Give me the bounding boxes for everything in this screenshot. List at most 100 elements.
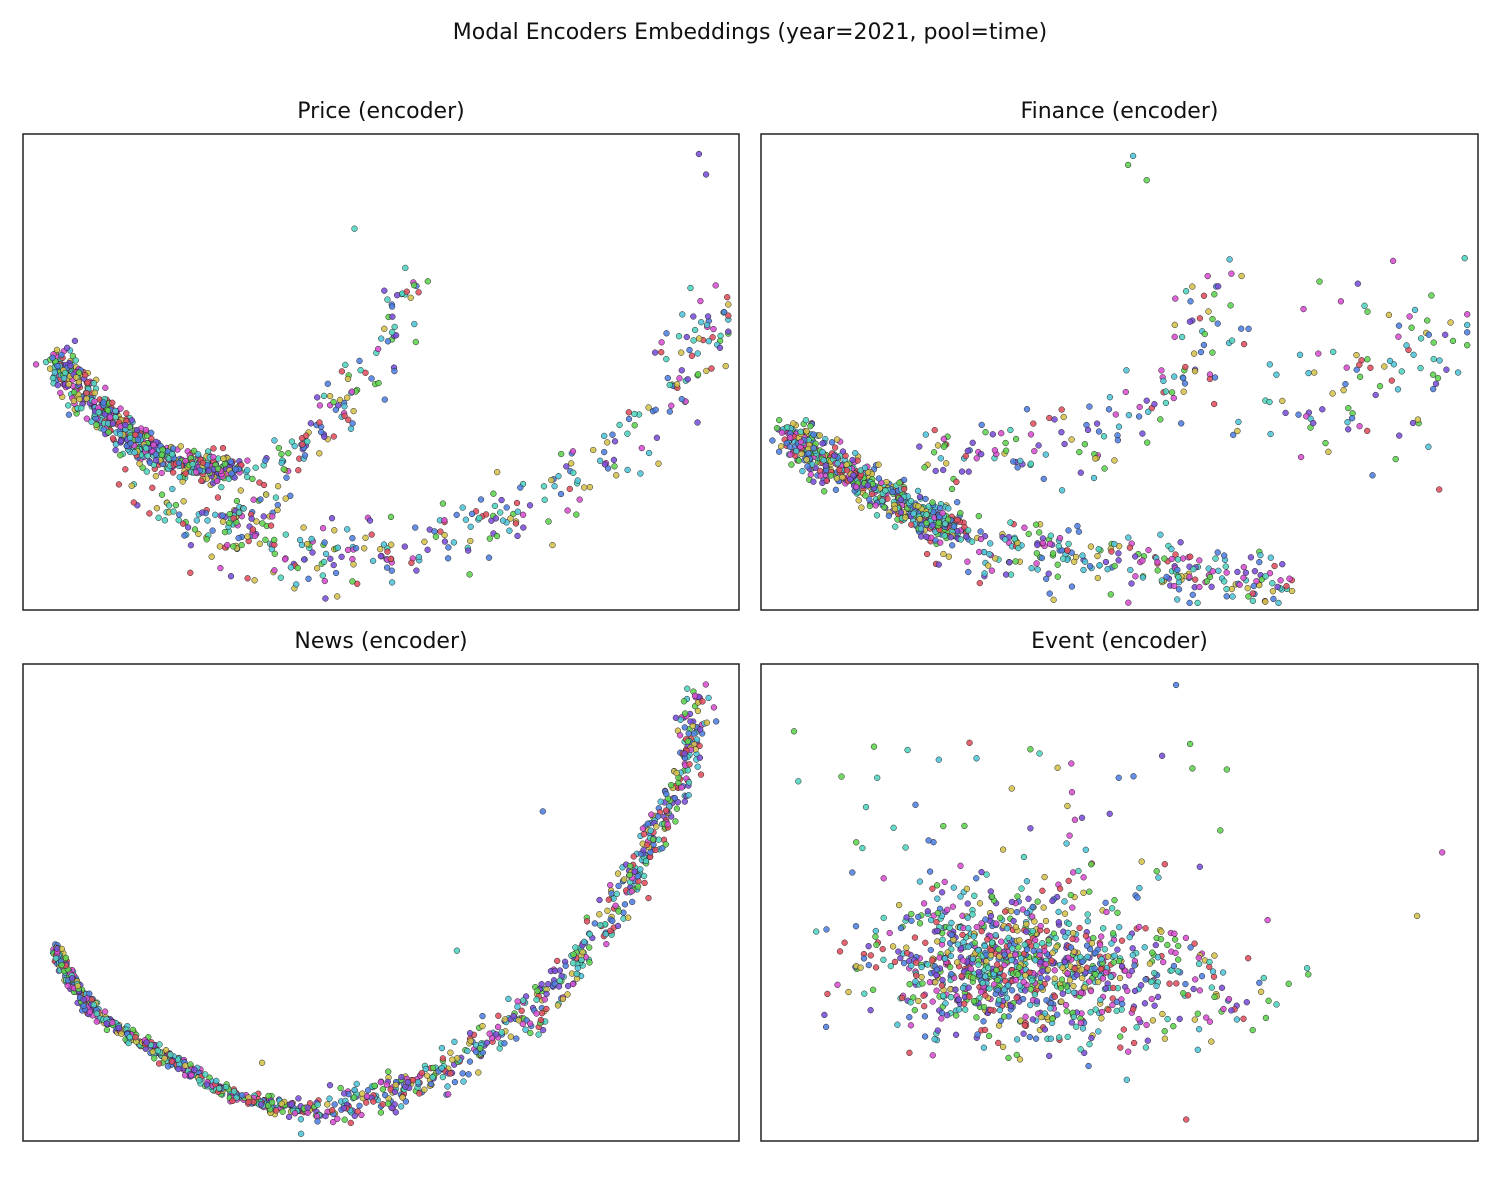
data-point: [1322, 439, 1329, 447]
data-point: [820, 457, 827, 464]
data-point: [1013, 908, 1021, 916]
data-point: [1021, 524, 1028, 531]
data-point: [1129, 945, 1136, 952]
data-point: [1148, 978, 1155, 986]
data-point: [1195, 960, 1203, 968]
data-point: [555, 473, 562, 480]
data-point: [1013, 1051, 1020, 1059]
data-point: [1075, 528, 1083, 535]
data-point: [933, 918, 940, 926]
data-point: [65, 381, 72, 388]
data-point: [570, 951, 577, 958]
data-point: [352, 545, 360, 552]
data-point: [156, 1041, 163, 1048]
data-point: [1126, 934, 1133, 941]
data-point: [977, 535, 985, 543]
data-point: [932, 979, 939, 986]
data-point: [1068, 1019, 1075, 1026]
data-point: [914, 487, 922, 495]
data-point: [175, 517, 182, 524]
data-point: [64, 982, 71, 989]
data-point: [1176, 1015, 1183, 1023]
data-point: [538, 1010, 546, 1017]
data-point: [505, 995, 512, 1003]
data-point: [1200, 292, 1208, 299]
data-point: [265, 1092, 272, 1100]
data-point: [1139, 557, 1146, 564]
data-point: [1004, 925, 1011, 932]
data-point: [1269, 588, 1277, 595]
data-point: [1197, 348, 1205, 356]
data-point: [468, 510, 476, 518]
data-point: [703, 367, 710, 375]
data-point: [597, 922, 604, 929]
data-point: [1122, 388, 1129, 396]
data-point: [1182, 934, 1190, 942]
data-point: [923, 519, 930, 527]
data-point: [1221, 552, 1228, 559]
data-point: [1223, 569, 1230, 576]
data-point: [1088, 940, 1096, 947]
data-point: [1083, 942, 1091, 949]
data-point: [143, 1039, 150, 1046]
data-point: [1102, 899, 1109, 906]
data-point: [1034, 566, 1041, 573]
data-point: [961, 1000, 968, 1007]
data-point: [1034, 898, 1041, 905]
data-point: [1078, 814, 1086, 821]
data-point: [1028, 565, 1035, 572]
data-point: [586, 931, 593, 938]
data-point: [1049, 949, 1056, 957]
data-point: [1022, 1013, 1029, 1020]
data-point: [257, 1101, 265, 1108]
data-point: [288, 438, 296, 445]
data-point: [412, 338, 419, 346]
data-point: [852, 449, 859, 457]
data-point: [507, 1033, 514, 1040]
data-point: [1206, 1018, 1214, 1025]
data-point: [316, 450, 323, 457]
data-point: [1217, 827, 1224, 834]
data-point: [221, 528, 229, 536]
data-point: [229, 1097, 236, 1105]
data-point: [1015, 544, 1022, 552]
data-point: [1396, 432, 1403, 439]
data-point: [57, 389, 64, 397]
data-point: [1269, 580, 1276, 587]
data-point: [80, 996, 87, 1003]
data-point: [1413, 912, 1421, 920]
panel-price: [22, 133, 740, 611]
data-point: [316, 402, 324, 409]
data-point: [399, 1094, 406, 1101]
data-point: [1125, 411, 1133, 419]
data-point: [1075, 867, 1082, 875]
data-point: [1058, 429, 1065, 436]
data-point: [965, 527, 972, 534]
data-point: [539, 1026, 547, 1034]
data-point: [1047, 1005, 1054, 1012]
data-point: [510, 1012, 517, 1020]
data-point: [703, 321, 711, 329]
data-point: [795, 778, 802, 785]
data-point: [1068, 789, 1076, 796]
data-point: [175, 459, 183, 467]
data-point: [869, 986, 877, 993]
data-point: [1414, 416, 1422, 423]
data-point: [334, 593, 341, 600]
data-point: [1364, 427, 1371, 435]
data-point: [1060, 413, 1067, 421]
data-point: [966, 739, 973, 746]
data-point: [1036, 529, 1043, 536]
data-point: [533, 1010, 540, 1017]
data-point: [334, 1115, 341, 1122]
data-point: [216, 543, 224, 550]
data-point: [1172, 681, 1180, 689]
data-point: [1048, 957, 1055, 964]
data-point: [1109, 1001, 1116, 1009]
data-point: [1392, 455, 1399, 463]
data-point: [1215, 283, 1222, 290]
data-point: [155, 514, 162, 521]
data-point: [105, 429, 112, 436]
data-point: [1240, 1015, 1247, 1022]
data-point: [1236, 581, 1243, 588]
